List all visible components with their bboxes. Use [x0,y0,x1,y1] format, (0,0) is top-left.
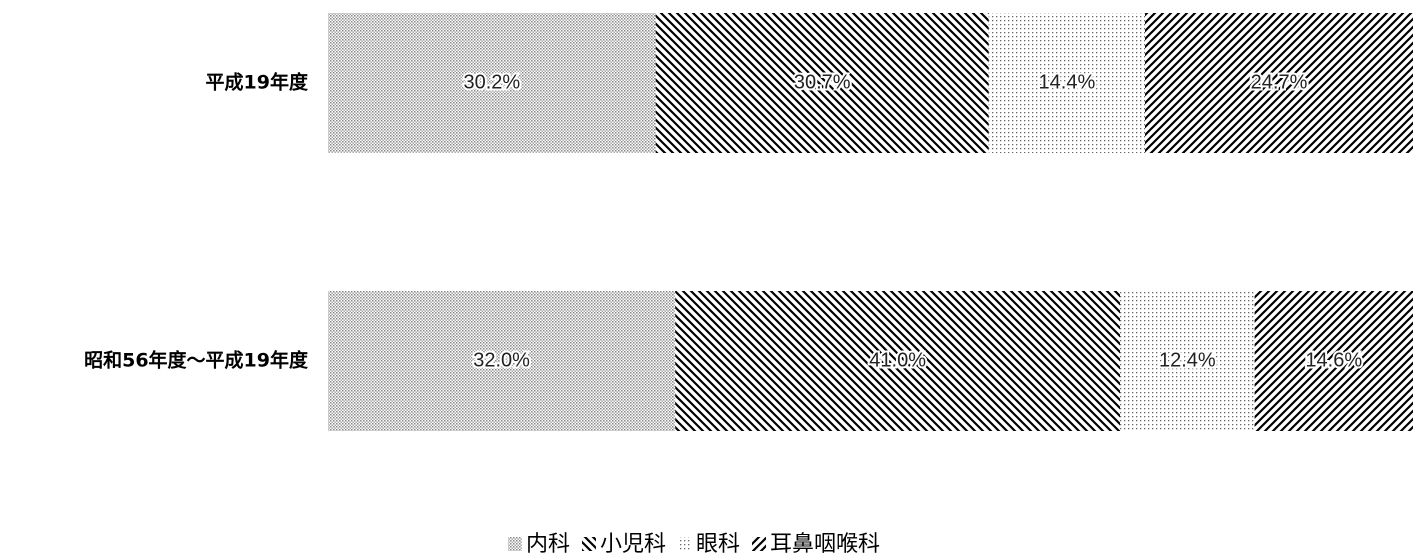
value-label: 14.4% [1039,71,1096,93]
bar-segment [675,291,1121,431]
value-label: 41.0% [869,349,926,371]
category-label: 昭和56年度～平成19年度 [84,349,309,372]
legend-swatch [581,537,596,551]
bar-segment [328,291,676,431]
bar-segment [1120,291,1255,431]
bar-segment [328,13,656,153]
value-label: 32.0% [473,349,530,371]
value-label: 12.4% [1159,349,1216,371]
legend-label: 小児科 [600,532,666,557]
value-label: 30.7% [794,71,851,93]
legend-swatch [507,537,522,551]
bar-segment [1254,291,1413,431]
bar-segment [655,13,989,153]
bar-segment [1145,13,1413,153]
value-label: 30.2% [463,71,520,93]
legend-swatch [678,537,692,551]
value-label: 14.6% [1305,349,1362,371]
value-label: 24.7% [1251,71,1308,93]
bar-segment [988,13,1146,153]
legend-label: 内科 [526,532,570,557]
legend-swatch [752,537,767,551]
legend-label: 耳鼻咽喉科 [770,532,880,557]
category-label: 平成19年度 [206,71,309,94]
legend-label: 眼科 [696,532,740,557]
